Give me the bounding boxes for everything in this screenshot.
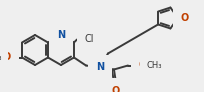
Text: CH₃: CH₃: [145, 61, 161, 70]
Text: N: N: [57, 30, 65, 40]
Text: O: O: [111, 85, 120, 92]
Text: Cl: Cl: [84, 33, 94, 44]
Text: CH₃: CH₃: [0, 53, 2, 62]
Text: N: N: [95, 62, 103, 72]
Text: O: O: [180, 13, 188, 23]
Text: O: O: [3, 53, 11, 62]
Text: O: O: [138, 61, 146, 70]
